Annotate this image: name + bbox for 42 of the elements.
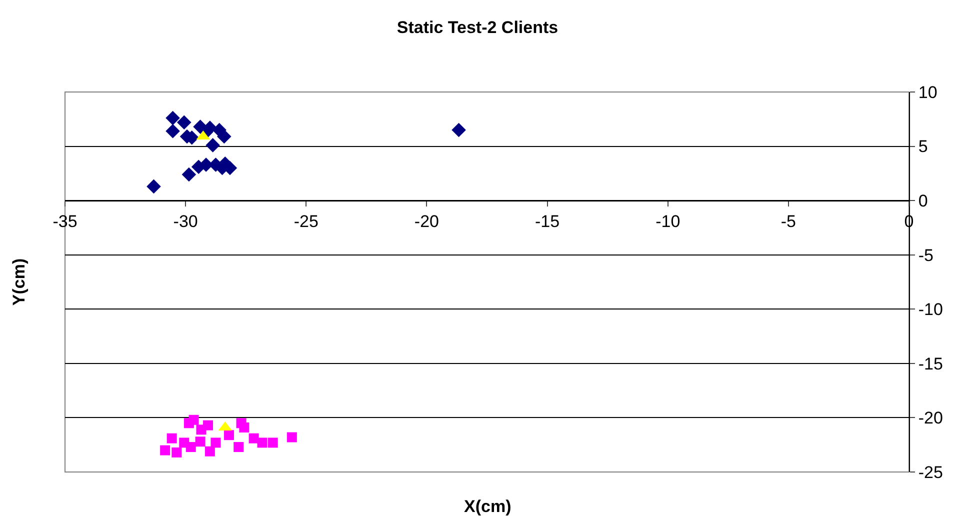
point (166, 110, 180, 126)
point (210, 438, 221, 448)
point (166, 433, 177, 444)
point (184, 418, 194, 428)
y-tick-label: 10 (918, 82, 938, 102)
x-tick-label: -10 (656, 212, 680, 231)
point (166, 124, 180, 138)
y-tick-label: -5 (918, 246, 934, 265)
point (172, 447, 182, 458)
chart-title: Static Test-2 Clients (396, 18, 558, 38)
x-tick-label: -20 (414, 212, 439, 231)
point (268, 438, 278, 448)
point (239, 422, 250, 432)
x-axis-title: X(cm) (464, 497, 512, 516)
point (224, 430, 234, 440)
x-tick-label: -15 (535, 212, 560, 231)
point (182, 167, 196, 182)
y-tick-label: -25 (918, 462, 943, 482)
point (204, 446, 215, 456)
y-tick-label: -20 (918, 408, 943, 428)
point (257, 438, 268, 448)
point (248, 433, 259, 444)
y-tick-label: 5 (918, 137, 928, 156)
point (452, 122, 466, 138)
y-tick-label: -10 (918, 300, 943, 320)
point (179, 438, 190, 448)
point (176, 115, 192, 130)
point (195, 436, 206, 447)
x-tick-label: -5 (780, 212, 796, 231)
y-tick-label: 0 (918, 192, 928, 211)
x-tick-label: -35 (52, 212, 78, 231)
x-tick-label: -25 (294, 212, 318, 231)
point (234, 442, 244, 452)
y-axis-title: Y(cm) (10, 258, 29, 306)
x-tick-label: -30 (173, 212, 198, 231)
point (286, 432, 297, 442)
y-tick-label: -15 (918, 354, 943, 374)
point (217, 129, 232, 144)
point (146, 179, 161, 194)
point (206, 138, 220, 152)
point (160, 445, 170, 456)
point (196, 424, 206, 435)
